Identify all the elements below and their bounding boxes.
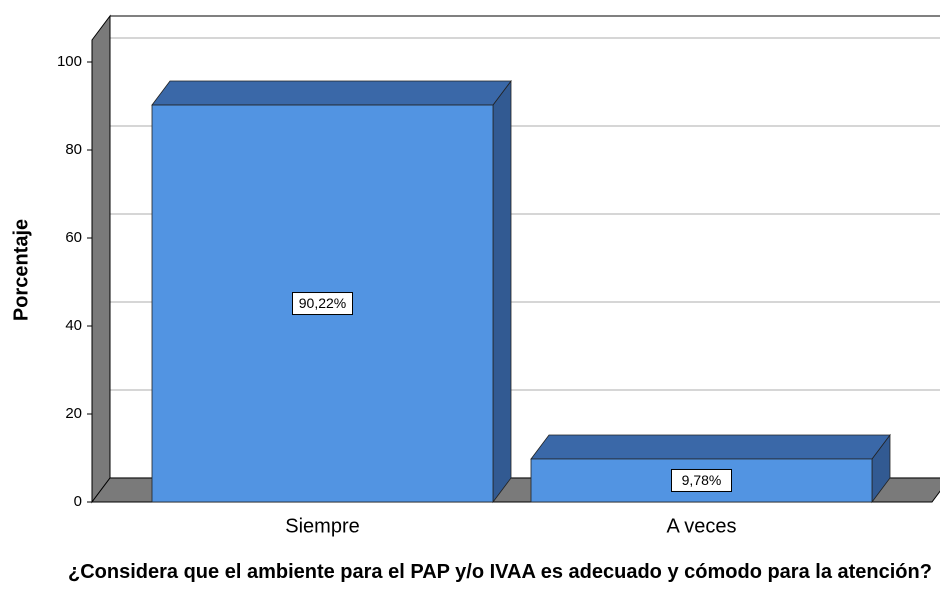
x-tick-label: Siempre — [285, 515, 359, 537]
x-axis-label: ¿Considera que el ambiente para el PAP y… — [68, 561, 932, 583]
value-label-box — [292, 292, 353, 316]
left-wall — [91, 14, 111, 504]
bar — [530, 458, 873, 503]
y-tick-label: 100 — [57, 53, 82, 70]
bar-side — [492, 79, 512, 504]
y-tick-label: 20 — [65, 405, 82, 422]
value-label-box — [671, 468, 732, 492]
bar-top — [530, 434, 891, 460]
bar-top — [151, 80, 512, 106]
y-tick-label: 0 — [74, 493, 82, 510]
y-tick-label: 40 — [65, 317, 82, 334]
x-tick-label: A veces — [666, 515, 736, 537]
value-label: 9,78% — [682, 472, 722, 488]
value-label: 90,22% — [299, 295, 346, 311]
y-tick-label: 80 — [65, 141, 82, 158]
y-axis-label: Porcentaje — [10, 219, 32, 321]
y-tick-label: 60 — [65, 229, 82, 246]
